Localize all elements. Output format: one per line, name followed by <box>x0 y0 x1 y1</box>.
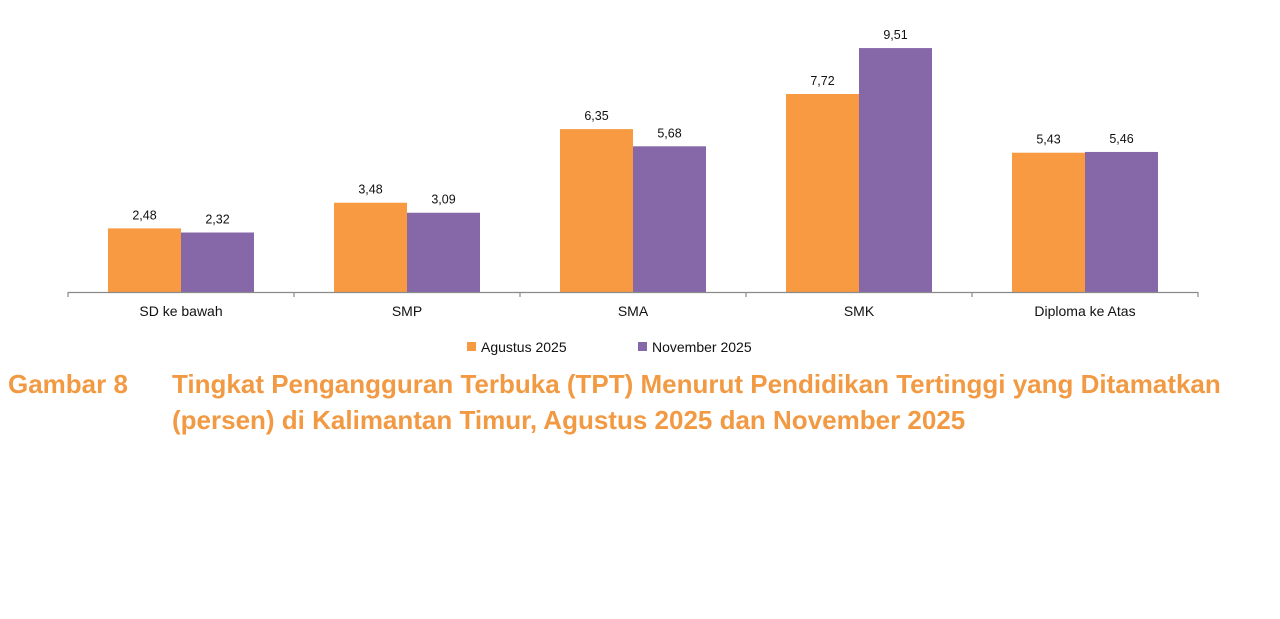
bar-agustus-3 <box>786 93 859 293</box>
legend-swatch <box>467 342 476 351</box>
x-tick-label: SMK <box>844 303 875 319</box>
caption-number: Gambar 8 <box>8 369 128 399</box>
bar-november-1 <box>407 212 480 292</box>
data-label: 5,43 <box>1036 133 1060 147</box>
bar-november-2 <box>633 146 706 292</box>
bar-agustus-2 <box>560 129 633 292</box>
data-label: 5,68 <box>657 126 681 140</box>
x-tick-label: SMA <box>618 303 649 319</box>
data-label: 3,09 <box>431 193 455 207</box>
data-label: 6,35 <box>584 109 608 123</box>
bar-agustus-1 <box>334 202 407 292</box>
data-label: 9,51 <box>883 28 907 42</box>
data-label: 7,72 <box>810 74 834 88</box>
x-tick-label: SMP <box>392 303 422 319</box>
bar-november-3 <box>859 48 932 293</box>
data-label: 2,32 <box>205 212 229 226</box>
x-tick-label: SD ke bawah <box>139 303 222 319</box>
x-tick-label: Diploma ke Atas <box>1034 303 1135 319</box>
bar-november-0 <box>181 232 254 292</box>
figure-caption: Gambar 8 Tingkat Pengangguran Terbuka (T… <box>8 366 1273 438</box>
bar-agustus-0 <box>108 228 181 292</box>
data-label: 2,48 <box>132 208 156 222</box>
caption-text: Tingkat Pengangguran Terbuka (TPT) Menur… <box>172 369 1221 435</box>
legend-swatch <box>638 342 647 351</box>
bar-november-4 <box>1085 151 1158 292</box>
data-label: 5,46 <box>1109 132 1133 146</box>
bar-agustus-4 <box>1012 152 1085 292</box>
legend-label: Agustus 2025 <box>481 339 567 355</box>
bar-chart: 2,48 2,32 SD ke bawah 3,48 3,09 SMP 6,35 5,68 SM… <box>67 28 1199 355</box>
legend-label: November 2025 <box>652 339 752 355</box>
data-label: 3,48 <box>358 183 382 197</box>
